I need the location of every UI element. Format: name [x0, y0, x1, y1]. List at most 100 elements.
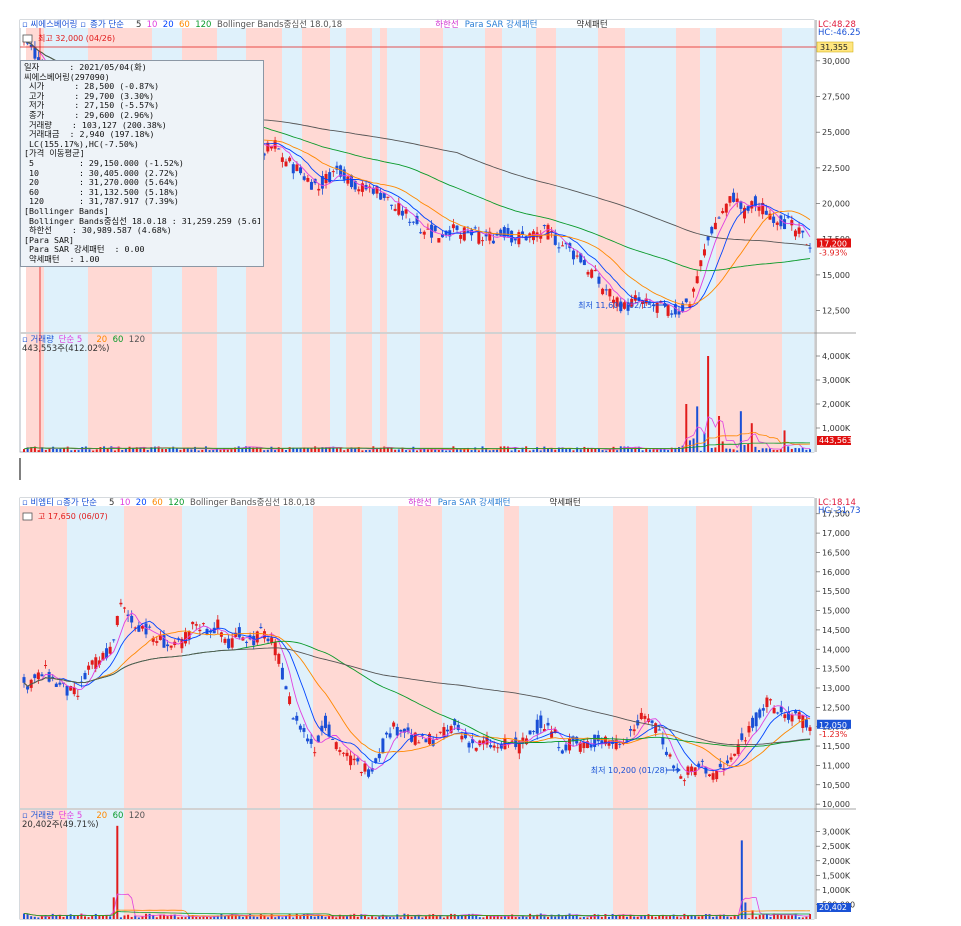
candle-body	[747, 725, 751, 733]
candle-body	[392, 722, 396, 727]
candle-body	[535, 232, 539, 238]
volume-bar	[180, 916, 183, 919]
volume-bar	[648, 449, 651, 452]
y-tick-label: 11,000	[822, 761, 850, 770]
candle-body	[491, 240, 495, 244]
candle-body	[626, 302, 630, 311]
candle-body	[33, 46, 37, 59]
volume-bar	[737, 915, 740, 919]
candle-body	[277, 653, 281, 664]
volume-bar	[152, 914, 155, 919]
volume-bar	[496, 449, 499, 452]
volume-bar	[213, 916, 216, 919]
candle-body	[769, 699, 773, 701]
candle-body	[277, 148, 281, 150]
volume-bar	[363, 914, 366, 919]
sar-band-volume	[598, 334, 625, 452]
volume-bar	[641, 450, 644, 452]
volume-bar	[237, 446, 240, 452]
current-price-tag	[817, 719, 851, 729]
volume-bar	[270, 914, 273, 919]
volume-bar	[456, 448, 459, 452]
volume-bar	[190, 449, 193, 452]
candle-body	[126, 614, 130, 617]
volume-bar	[565, 449, 568, 452]
candle-body	[668, 754, 672, 757]
volume-bar	[244, 446, 247, 452]
volume-bar	[672, 914, 675, 919]
volume-bar	[30, 916, 33, 919]
volume-bar	[659, 448, 662, 452]
sar-band	[519, 506, 572, 808]
candle-body	[446, 729, 450, 732]
volume-bar	[135, 447, 138, 452]
volume-bar	[84, 916, 87, 919]
candle-body	[757, 206, 761, 211]
volume-bar	[572, 915, 575, 919]
candle-body	[201, 623, 205, 625]
sar-band	[625, 28, 676, 332]
candle-body	[607, 740, 611, 746]
volume-bar	[557, 447, 560, 452]
candle-body	[808, 727, 812, 731]
volume-bar	[623, 446, 626, 452]
volume-bar	[317, 448, 320, 452]
candle-body	[323, 715, 327, 729]
candle-body	[765, 697, 769, 708]
volume-bar	[77, 450, 80, 452]
volume-bar	[396, 914, 399, 919]
sar-band	[372, 28, 380, 332]
volume-bar	[357, 447, 360, 452]
candle-body	[420, 734, 424, 736]
y-tick-label: 11,500	[822, 742, 850, 751]
candle-body	[331, 738, 335, 740]
volume-bar	[195, 916, 198, 919]
candle-body	[119, 602, 123, 605]
volume-bar	[543, 446, 546, 452]
tooltip-line: [Para SAR]	[24, 235, 74, 245]
volume-bar	[801, 917, 804, 919]
candle-body	[245, 641, 249, 643]
volume-bar	[173, 914, 176, 919]
candle-body	[589, 745, 593, 748]
volume-bar	[794, 447, 797, 452]
volume-bar	[750, 423, 753, 452]
volume-bar	[386, 448, 389, 452]
tooltip-line: LC(155.17%),HC(-7.50%)	[24, 139, 139, 149]
candle-body	[345, 752, 349, 757]
candle-body	[288, 157, 292, 162]
candle-body	[388, 733, 392, 738]
volume-bar	[772, 449, 775, 452]
volume-bar	[295, 913, 298, 919]
candle-body	[112, 639, 116, 641]
legend-item: 120	[195, 20, 211, 30]
volume-bar	[601, 450, 604, 452]
volume-bar	[374, 917, 377, 919]
candle-body	[575, 255, 579, 257]
vol-tick-label: 4,000K	[822, 352, 851, 361]
volume-bar	[91, 915, 94, 919]
candle-body	[130, 615, 134, 623]
volume-bar	[503, 916, 506, 919]
volume-bar	[656, 448, 659, 452]
volume-bar	[740, 840, 743, 919]
vol-tick-label: 2,500K	[822, 842, 851, 851]
tooltip-line: 120 : 31,787.917 (7.39%)	[24, 197, 179, 207]
candle-body	[495, 234, 499, 236]
volume-bar	[259, 448, 262, 452]
volume-bar	[647, 914, 650, 919]
volume-bar	[463, 449, 466, 452]
candle-body	[664, 751, 668, 755]
volume-bar	[209, 916, 212, 919]
y-tick-label: 17,500	[822, 510, 850, 519]
volume-bar	[66, 446, 69, 452]
legend-item: 5	[109, 498, 114, 508]
chart-title: ▫ 씨에스베어링 ▫	[22, 19, 86, 30]
volume-bar	[582, 916, 585, 919]
candle-body	[406, 727, 410, 732]
candle-body	[467, 742, 471, 748]
volume-bar	[124, 448, 127, 452]
candle-body	[29, 44, 33, 48]
legend-item: 60	[179, 20, 190, 30]
candle-body	[442, 727, 446, 738]
